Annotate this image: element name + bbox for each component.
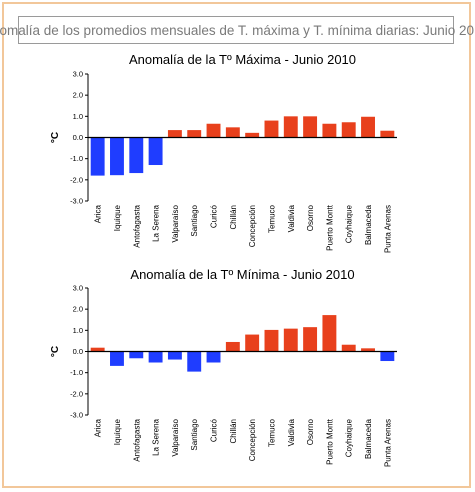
x-category-label: Balmaceda: [364, 204, 373, 245]
x-category-label: Iquique: [113, 418, 122, 445]
x-category-label: Puerto Montt: [325, 204, 334, 251]
x-category-label: Coyhaique: [345, 204, 354, 243]
y-tick-label: -2.0: [70, 175, 83, 184]
x-category-label: Punta Arenas: [383, 205, 392, 253]
bar: [129, 351, 144, 359]
x-category-label: Puerto Montt: [325, 418, 334, 465]
chart-2: Anomalía de la Tº Mínima - Junio 2010 °C 3…: [50, 267, 397, 467]
chart-title: Anomalía de la Tº Máxima - Junio 2010: [129, 52, 356, 67]
bar: [322, 315, 337, 352]
x-category-label: La Serena: [152, 418, 161, 455]
bar: [225, 341, 240, 352]
bar: [264, 329, 279, 352]
chart-title: Anomalía de la Tº Mínima - Junio 2010: [130, 267, 354, 282]
bar: [341, 344, 356, 352]
y-tick-label: 3.0: [73, 284, 83, 293]
x-category-label: Temuco: [267, 418, 276, 447]
x-category-label: Curicó: [210, 418, 219, 442]
x-category-label: Valparaíso: [171, 418, 180, 456]
x-category-label: Coyhaique: [345, 418, 354, 457]
bar: [129, 137, 144, 174]
bar: [167, 351, 182, 360]
figure-frame: [2, 2, 471, 488]
x-category-label: Balmaceda: [364, 418, 373, 459]
bar: [245, 334, 260, 352]
y-tick-label: -2.0: [70, 389, 83, 398]
bar: [361, 116, 375, 138]
x-category-label: Arica: [94, 418, 103, 437]
bar: [110, 351, 124, 366]
y-tick-label: 1.0: [73, 326, 83, 335]
bar: [341, 122, 356, 138]
x-category-label: Santiago: [190, 204, 199, 236]
y-tick-label: 2.0: [73, 305, 83, 314]
y-tick-label: -3.0: [70, 197, 83, 206]
y-axis-label: °C: [50, 346, 61, 357]
x-category-label: Antofagasta: [132, 204, 141, 247]
x-category-label: Santiago: [190, 418, 199, 450]
bar: [245, 132, 260, 138]
y-tick-label: 0.0: [73, 133, 83, 142]
x-category-label: Iquique: [113, 204, 122, 231]
bar: [380, 351, 395, 362]
bar: [283, 116, 298, 138]
bar: [380, 130, 395, 138]
bar: [303, 327, 318, 352]
bar: [110, 137, 124, 176]
bar: [90, 347, 105, 352]
bar: [264, 120, 279, 138]
x-category-label: Chillán: [229, 205, 238, 229]
x-category-label: Osorno: [306, 418, 315, 445]
bar: [187, 130, 202, 138]
y-tick-label: 1.0: [73, 112, 83, 121]
x-category-label: Antofagasta: [132, 418, 141, 461]
bar: [148, 351, 163, 363]
x-category-label: Punta Arenas: [383, 419, 392, 467]
bar: [225, 127, 240, 138]
bar: [283, 328, 298, 352]
x-category-label: Chillán: [229, 419, 238, 443]
bar: [148, 137, 163, 166]
bar: [303, 116, 318, 138]
x-category-label: Osorno: [306, 204, 315, 231]
bar: [322, 123, 337, 138]
x-category-label: La Serena: [152, 204, 161, 241]
bar: [187, 351, 202, 372]
y-tick-label: 0.0: [73, 347, 83, 356]
x-category-label: Valparaíso: [171, 204, 180, 242]
y-axis-label: °C: [50, 132, 61, 143]
y-tick-label: 3.0: [73, 70, 83, 79]
bar: [206, 351, 221, 363]
bar: [90, 137, 105, 176]
bar: [167, 130, 182, 138]
y-tick-label: -1.0: [70, 368, 83, 377]
x-category-label: Curicó: [210, 204, 219, 228]
x-category-label: Temuco: [267, 204, 276, 233]
x-category-label: Arica: [94, 204, 103, 223]
x-category-label: Concepción: [248, 419, 257, 461]
x-category-label: Valdivia: [287, 204, 296, 232]
y-tick-label: 2.0: [73, 91, 83, 100]
bar: [206, 123, 221, 138]
y-tick-label: -3.0: [70, 411, 83, 420]
y-tick-label: -1.0: [70, 154, 83, 163]
page-title: Anomalía de los promedios mensuales de T…: [0, 16, 475, 44]
bar: [361, 348, 375, 352]
x-category-label: Valdivia: [287, 418, 296, 446]
x-category-label: Concepción: [248, 205, 257, 247]
chart-1: Anomalía de la Tº Máxima - Junio 2010 °C 3…: [50, 52, 397, 253]
